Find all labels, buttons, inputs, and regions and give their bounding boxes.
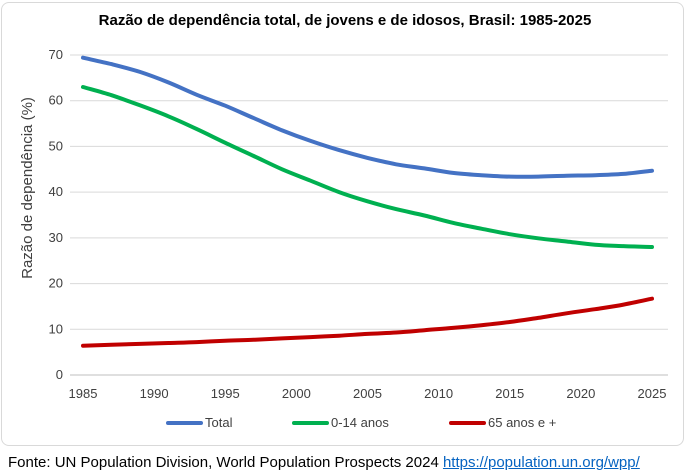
source-text: Fonte: UN Population Division, World Pop… [8, 454, 439, 471]
source-note: Fonte: UN Population Division, World Pop… [8, 454, 640, 471]
x-tick-label: 2020 [566, 386, 595, 401]
x-axis-ticks: 1985 1990 1995 2000 2005 2010 2015 2020 2025 [69, 386, 667, 401]
x-tick-label: 2010 [424, 386, 453, 401]
y-tick-label: 10 [49, 321, 63, 336]
x-tick-label: 2000 [282, 386, 311, 401]
gridlines [70, 54, 668, 376]
legend: Total 0-14 anos 65 anos e + [166, 415, 556, 430]
y-tick-label: 50 [49, 138, 63, 153]
x-tick-label: 1995 [211, 386, 240, 401]
y-tick-label: 40 [49, 184, 63, 199]
y-tick-label: 70 [49, 47, 63, 62]
series-line-0 [81, 55, 654, 179]
y-tick-label: 0 [56, 367, 63, 382]
legend-label: Total [205, 415, 233, 430]
series-lines [81, 55, 654, 348]
y-tick-label: 20 [49, 276, 63, 291]
legend-label: 0-14 anos [331, 415, 389, 430]
y-axis-label: Razão de dependência (%) [19, 97, 36, 279]
x-tick-label: 1990 [140, 386, 169, 401]
x-tick-label: 2015 [495, 386, 524, 401]
legend-label: 65 anos e + [488, 415, 556, 430]
x-tick-label: 2005 [353, 386, 382, 401]
line-chart: Razão de dependência total, de jovens e … [19, 12, 668, 430]
source-link[interactable]: https://population.un.org/wpp/ [442, 454, 640, 471]
chart-title: Razão de dependência total, de jovens e … [99, 12, 592, 29]
series-line-2 [81, 296, 654, 348]
y-tick-label: 60 [49, 93, 63, 108]
x-tick-label: 2025 [638, 386, 667, 401]
y-tick-label: 30 [49, 230, 63, 245]
x-tick-label: 1985 [69, 386, 98, 401]
y-axis-ticks: 0 10 20 30 40 50 60 70 [49, 47, 63, 382]
chart-area [1, 2, 684, 446]
series-line-1 [81, 85, 654, 249]
